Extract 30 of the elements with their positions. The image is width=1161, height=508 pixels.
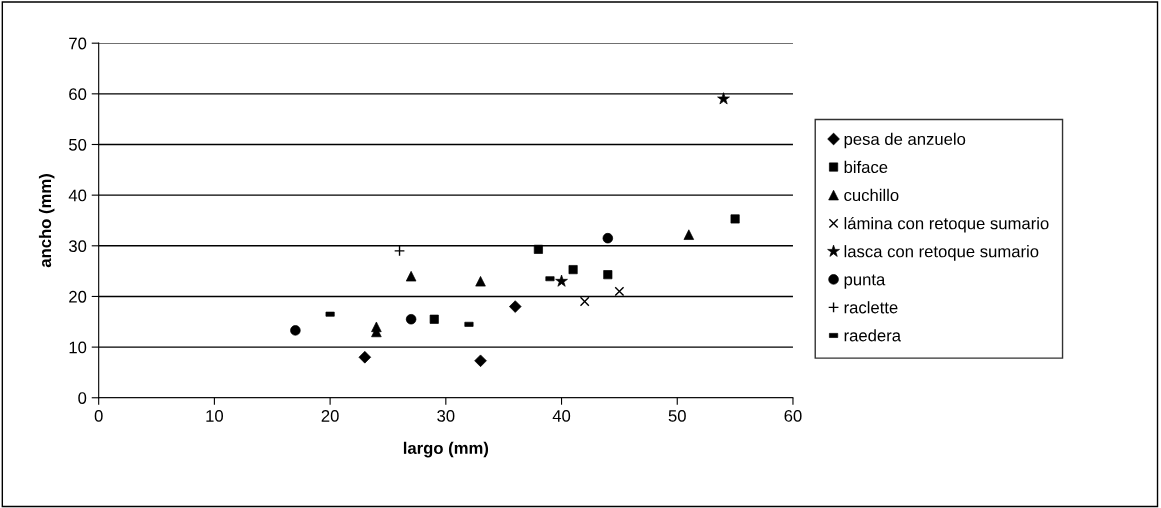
x-tick-label: 10: [206, 410, 224, 422]
legend-label: pesa de anzuelo: [844, 132, 966, 149]
y-tick-label: 40: [68, 189, 87, 202]
x-tick-label: 40: [552, 410, 571, 422]
x-tick-label: 60: [784, 410, 802, 422]
y-tick-label: 60: [69, 88, 87, 101]
y-tick-label: 50: [69, 138, 87, 151]
x-tick-label: 20: [321, 410, 339, 422]
y-tick-label: 10: [69, 341, 87, 354]
legend-label: lámina con retoque sumario: [844, 216, 1049, 233]
point: [579, 296, 590, 307]
point: [683, 229, 695, 240]
legend-label: lasca con retoque sumario: [844, 245, 1039, 261]
legend-label: raedera: [844, 329, 902, 342]
x-tick-label: 50: [668, 410, 686, 422]
y-tick-label: 70: [69, 37, 87, 50]
legend-label: punta: [844, 274, 886, 289]
legend-label: cuchillo: [844, 188, 899, 202]
point: [393, 245, 406, 257]
y-tick-label: 30: [68, 240, 87, 252]
point: [533, 244, 543, 254]
x-tick-label: 30: [437, 410, 455, 422]
y-tick-label: 0: [78, 392, 87, 404]
y-axis-title: ancho (mm): [38, 174, 55, 268]
point: [614, 286, 625, 297]
y-tick-label: 20: [69, 290, 87, 303]
legend-label: biface: [844, 160, 888, 174]
x-tick-label: 0: [94, 410, 103, 422]
legend-label: raclette: [844, 301, 898, 314]
x-axis-title: largo (mm): [403, 441, 489, 458]
